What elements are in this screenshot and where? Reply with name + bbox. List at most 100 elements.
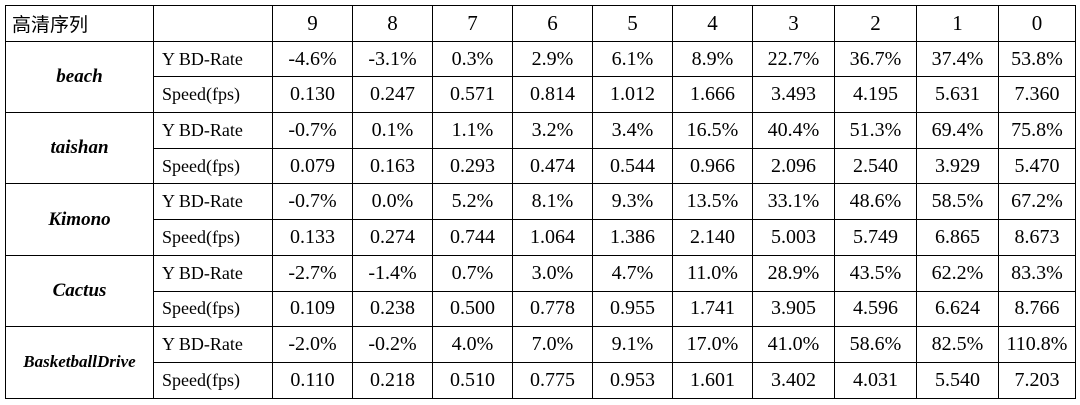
metric-label: Y BD-Rate	[153, 183, 273, 221]
value-cell: 0.778	[512, 290, 593, 328]
value-cell: 0.163	[352, 147, 433, 185]
value-cell: 0.293	[432, 147, 513, 185]
value-cell: 62.2%	[916, 254, 999, 292]
metric-label: Speed(fps)	[153, 290, 273, 328]
value-cell: -4.6%	[272, 40, 353, 78]
value-cell: 67.2%	[998, 183, 1076, 221]
metric-label: Y BD-Rate	[153, 112, 273, 149]
value-cell: 0.966	[672, 147, 753, 185]
value-cell: 37.4%	[916, 40, 999, 78]
value-cell: 6.1%	[592, 40, 673, 78]
value-cell: 3.402	[752, 361, 835, 399]
value-cell: 53.8%	[998, 40, 1076, 78]
sequence-name: BasketballDrive	[5, 326, 154, 399]
value-cell: 0.814	[512, 76, 593, 114]
value-cell: 0.474	[512, 147, 593, 185]
value-cell: 1.1%	[432, 112, 513, 149]
value-cell: 1.064	[512, 219, 593, 256]
value-cell: 0.500	[432, 290, 513, 328]
value-cell: 6.624	[916, 290, 999, 328]
table-row: taishan Y BD-Rate -0.7% 0.1% 1.1% 3.2% 3.4% 16.…	[5, 112, 1076, 185]
value-cell: 41.0%	[752, 326, 835, 363]
value-cell: 43.5%	[834, 254, 917, 292]
value-cell: -3.1%	[352, 40, 433, 78]
value-cell: 40.4%	[752, 112, 835, 149]
value-cell: 3.4%	[592, 112, 673, 149]
value-cell: 6.865	[916, 219, 999, 256]
value-cell: -0.7%	[272, 112, 353, 149]
results-table: 高清序列 9 8 7 6 5 4 3 2 1 0 beach Y BD-Rate -…	[5, 5, 1076, 399]
value-cell: 1.666	[672, 76, 753, 114]
table-body: beach Y BD-Rate -4.6% -3.1% 0.3% 2.9% 6.1% 8.9%…	[5, 40, 1076, 399]
metric-label: Speed(fps)	[153, 361, 273, 399]
value-cell: 11.0%	[672, 254, 753, 292]
value-cell: 2.540	[834, 147, 917, 185]
column-header: 3	[752, 5, 835, 42]
value-cell: 0.571	[432, 76, 513, 114]
value-cell: 2.140	[672, 219, 753, 256]
value-cell: 8.673	[998, 219, 1076, 256]
column-header: 0	[998, 5, 1076, 42]
header-row: 高清序列 9 8 7 6 5 4 3 2 1 0	[5, 5, 1076, 42]
value-cell: 13.5%	[672, 183, 753, 221]
corner-header: 高清序列	[5, 5, 154, 42]
value-cell: 4.195	[834, 76, 917, 114]
value-cell: 0.079	[272, 147, 353, 185]
value-cell: -0.7%	[272, 183, 353, 221]
value-cell: 1.012	[592, 76, 673, 114]
value-cell: 0.133	[272, 219, 353, 256]
value-cell: 5.540	[916, 361, 999, 399]
value-cell: 4.596	[834, 290, 917, 328]
value-cell: 16.5%	[672, 112, 753, 149]
metric-label: Y BD-Rate	[153, 40, 273, 78]
column-header: 9	[272, 5, 353, 42]
value-cell: 83.3%	[998, 254, 1076, 292]
value-cell: -2.0%	[272, 326, 353, 363]
value-cell: 17.0%	[672, 326, 753, 363]
value-cell: 22.7%	[752, 40, 835, 78]
sequence-name: Cactus	[5, 254, 154, 328]
table-row: Kimono Y BD-Rate -0.7% 0.0% 5.2% 8.1% 9.3% 13.5…	[5, 183, 1076, 256]
value-cell: 0.510	[432, 361, 513, 399]
value-cell: 0.110	[272, 361, 353, 399]
table-row: Speed(fps) 0.079 0.163 0.293 0.474 0.544 0.966…	[6, 147, 1076, 185]
value-cell: 0.544	[592, 147, 673, 185]
metric-label: Speed(fps)	[153, 219, 273, 256]
value-cell: 75.8%	[998, 112, 1076, 149]
value-cell: 5.2%	[432, 183, 513, 221]
value-cell: 4.031	[834, 361, 917, 399]
metric-label: Speed(fps)	[153, 76, 273, 114]
value-cell: 7.360	[998, 76, 1076, 114]
metric-label: Y BD-Rate	[153, 254, 273, 292]
value-cell: 0.238	[352, 290, 433, 328]
value-cell: 1.601	[672, 361, 753, 399]
value-cell: 9.3%	[592, 183, 673, 221]
value-cell: 69.4%	[916, 112, 999, 149]
table-row: Cactus Y BD-Rate -2.7% -1.4% 0.7% 3.0% 4.7% 11.…	[5, 254, 1076, 328]
value-cell: 5.749	[834, 219, 917, 256]
value-cell: 0.247	[352, 76, 433, 114]
value-cell: 0.1%	[352, 112, 433, 149]
value-cell: 33.1%	[752, 183, 835, 221]
value-cell: 5.470	[998, 147, 1076, 185]
table-row: Speed(fps) 0.130 0.247 0.571 0.814 1.012 1.666…	[6, 76, 1076, 114]
value-cell: 51.3%	[834, 112, 917, 149]
sequence-name: Kimono	[5, 183, 154, 256]
table-row: Speed(fps) 0.110 0.218 0.510 0.775 0.953 1.601…	[6, 361, 1076, 399]
value-cell: 5.631	[916, 76, 999, 114]
value-cell: 8.9%	[672, 40, 753, 78]
value-cell: 58.6%	[834, 326, 917, 363]
value-cell: 7.203	[998, 361, 1076, 399]
value-cell: 7.0%	[512, 326, 593, 363]
value-cell: 28.9%	[752, 254, 835, 292]
value-cell: 0.218	[352, 361, 433, 399]
sequence-name: taishan	[5, 112, 154, 185]
value-cell: 3.0%	[512, 254, 593, 292]
value-cell: -1.4%	[352, 254, 433, 292]
value-cell: 36.7%	[834, 40, 917, 78]
column-header: 1	[916, 5, 999, 42]
value-cell: 5.003	[752, 219, 835, 256]
value-cell: 0.775	[512, 361, 593, 399]
value-cell: -2.7%	[272, 254, 353, 292]
value-cell: 48.6%	[834, 183, 917, 221]
